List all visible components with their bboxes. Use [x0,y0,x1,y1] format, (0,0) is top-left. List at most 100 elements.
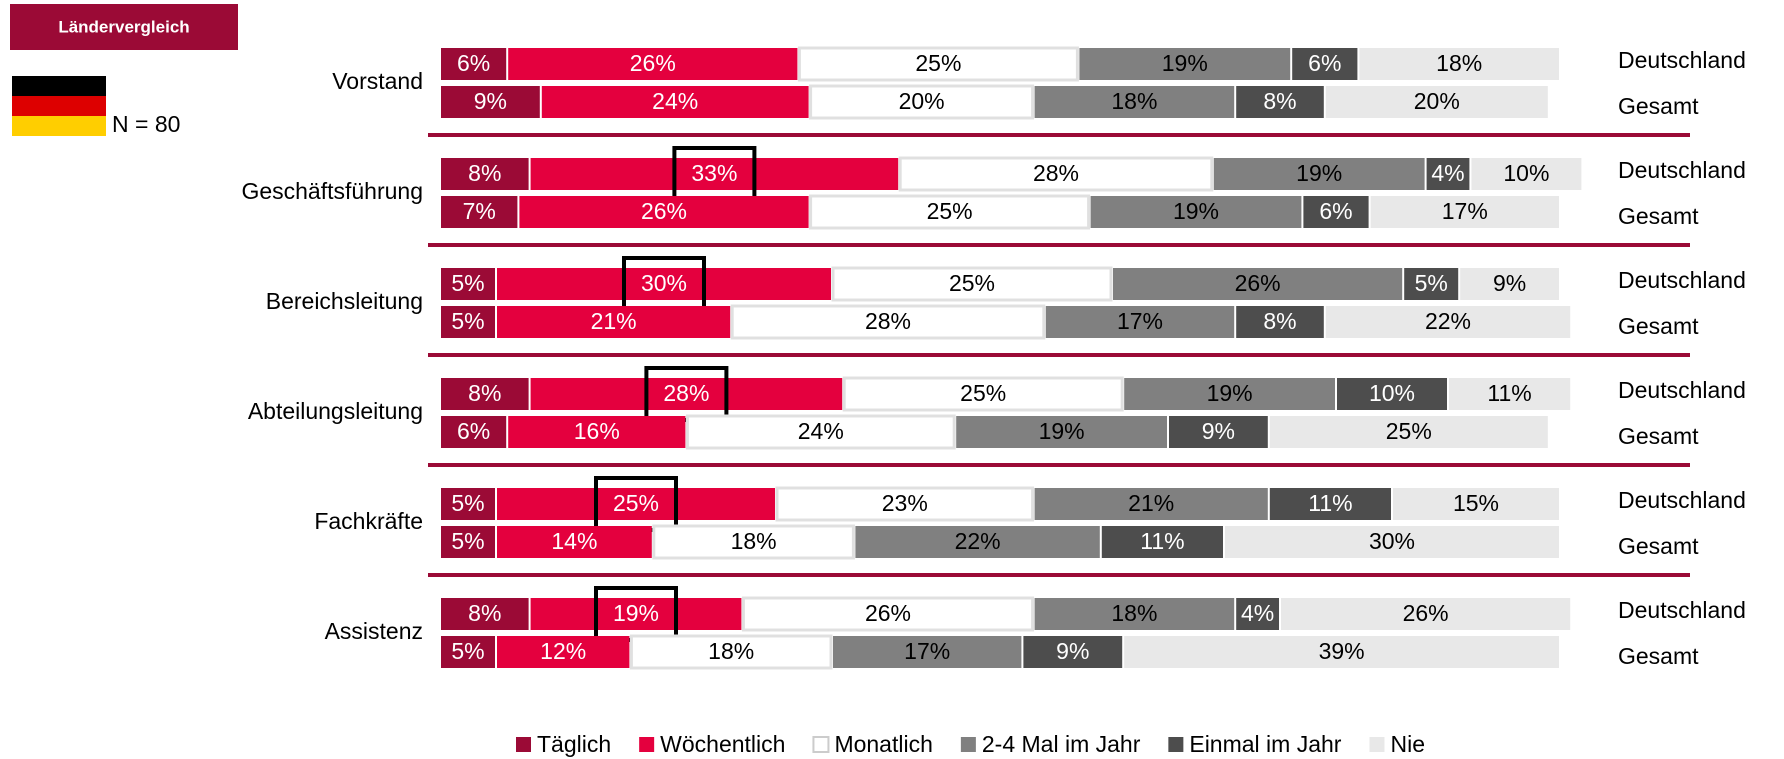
bar-segment [1370,196,1559,228]
row-label: Deutschland [1618,267,1746,293]
value-label: 18% [1111,600,1157,626]
bar-segment [1325,306,1571,338]
bar-segment [1325,86,1548,118]
row-label: Deutschland [1618,157,1746,183]
value-label: 28% [1033,160,1079,186]
bar-segment [842,376,1124,412]
value-label: 5% [451,638,484,664]
row-label: Deutschland [1618,377,1746,403]
value-label: 8% [468,600,501,626]
row-label: Gesamt [1618,313,1699,339]
bar-segment [1079,48,1291,80]
row-label: Gesamt [1618,533,1699,559]
value-label: 26% [641,198,687,224]
bar-segment [1426,158,1470,190]
bar-segment [1101,526,1223,558]
flag-stripe [12,116,106,136]
group-label: Vorstand [332,68,423,94]
bar-segment [441,268,495,300]
bar-segment [1449,378,1571,410]
bar-segment [1225,526,1559,558]
value-label: 6% [457,50,490,76]
value-label: 10% [1503,160,1549,186]
bar-segment [530,378,843,410]
value-label: 22% [955,528,1001,554]
value-label: 9% [1202,418,1235,444]
bar-segment [1337,378,1447,410]
value-label: 19% [613,600,659,626]
bar-segment [497,268,831,300]
legend-swatch [1369,737,1385,752]
value-label: 5% [451,490,484,516]
row-label: Gesamt [1618,93,1699,119]
bar-segment [441,416,507,448]
row-label: Gesamt [1618,203,1699,229]
value-label: 28% [663,380,709,406]
value-label: 24% [798,418,844,444]
row-label: Gesamt [1618,423,1699,449]
row-label: Deutschland [1618,47,1746,73]
bar-segment [441,378,529,410]
group-label: Assistenz [325,618,423,644]
value-label: 5% [451,528,484,554]
value-label: 4% [1241,600,1274,626]
bar-segment [833,636,1022,668]
bar-segment [1269,488,1391,520]
value-label: 18% [1436,50,1482,76]
bar-segment [1113,268,1403,300]
group-label: Abteilungsleitung [248,398,423,424]
group-label: Geschäftsführung [241,178,423,204]
value-label: 25% [949,270,995,296]
value-label: 18% [731,528,777,554]
bar-segment [1359,48,1559,80]
bar-segment [508,48,798,80]
value-label: 9% [474,88,507,114]
value-label: 30% [641,270,687,296]
row-label: Gesamt [1618,643,1699,669]
bar-segment [1460,268,1559,300]
value-label: 4% [1431,160,1464,186]
legend-swatch [812,736,830,753]
value-label: 26% [1403,600,1449,626]
value-label: 26% [865,600,911,626]
value-label: 19% [1173,198,1219,224]
flag-stripe [12,96,106,116]
value-label: 12% [540,638,586,664]
value-label: 25% [927,198,973,224]
value-label: 11% [1487,380,1531,406]
bar-segment [1404,268,1459,300]
bar-segment [497,636,630,668]
value-label: 25% [1386,418,1432,444]
value-label: 23% [882,490,928,516]
bar-segment [831,266,1113,302]
badge-text: Ländervergleich [58,17,189,36]
bar-segment [956,416,1167,448]
flag-stripe [12,76,106,96]
row-label: Deutschland [1618,487,1746,513]
bar-segment [1236,598,1279,630]
bar-segment [775,486,1035,522]
bar-segment [441,158,529,190]
value-label: 17% [904,638,950,664]
value-label: 6% [1319,198,1352,224]
value-label: 11% [1308,490,1352,516]
bar-segment [809,194,1091,230]
bar-segment [1090,196,1302,228]
value-label: 8% [1263,88,1296,114]
legend-label: Monatlich [834,731,932,757]
bar-segment [1303,196,1369,228]
legend-label: Täglich [537,731,611,757]
value-label: 11% [1140,528,1184,554]
legend-label: 2-4 Mal im Jahr [982,731,1141,757]
value-label: 8% [468,380,501,406]
value-label: 25% [960,380,1006,406]
bar-segment [1045,306,1235,338]
bar-segment [629,634,833,670]
value-label: 15% [1453,490,1499,516]
value-label: 18% [708,638,754,664]
value-label: 22% [1425,308,1471,334]
bar-segment [797,46,1079,82]
row-label: Deutschland [1618,597,1746,623]
bar-segment [1124,378,1335,410]
